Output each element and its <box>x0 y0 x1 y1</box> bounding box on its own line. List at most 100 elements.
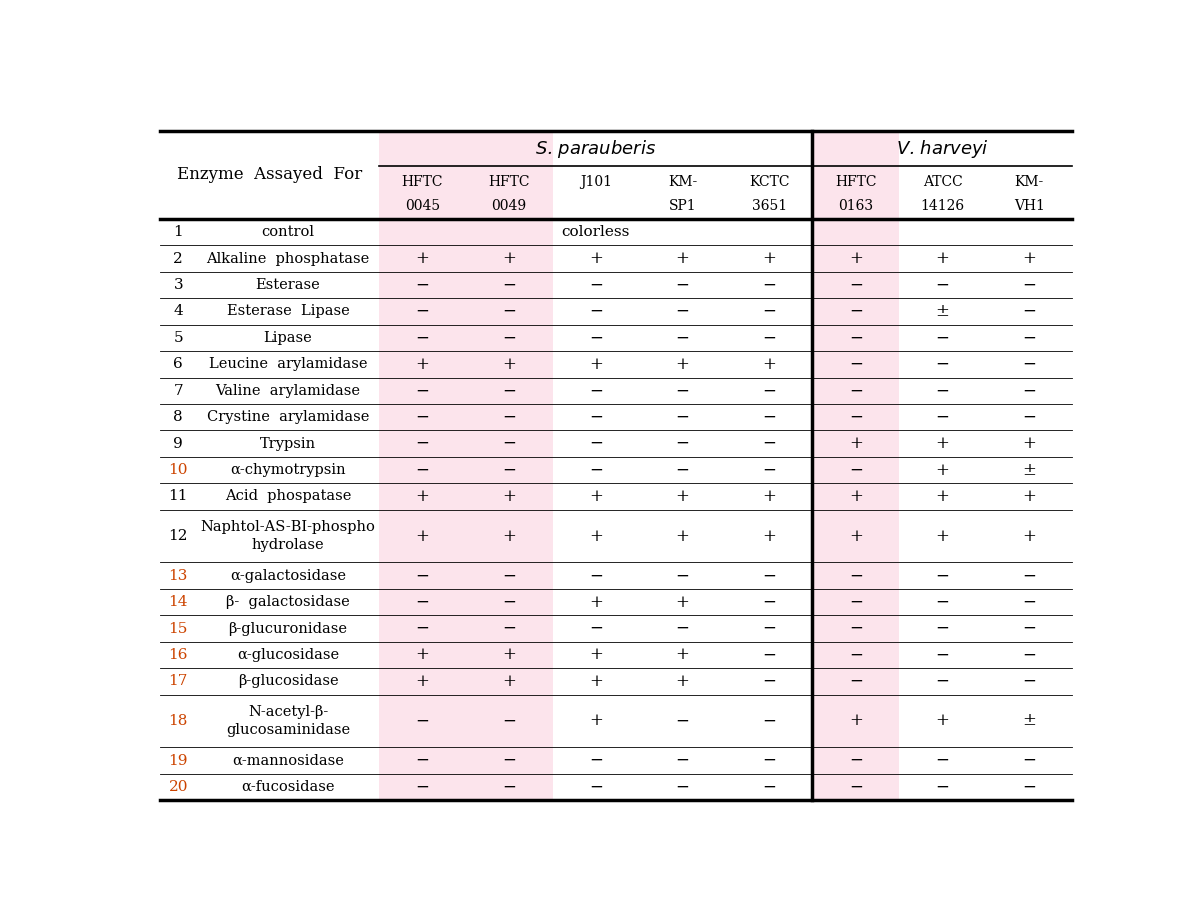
Text: −: − <box>935 646 950 663</box>
Text: −: − <box>676 329 690 347</box>
Text: +: + <box>589 713 602 729</box>
Text: +: + <box>935 435 950 452</box>
Text: VH1: VH1 <box>1013 199 1045 213</box>
Text: KM-: KM- <box>668 175 697 189</box>
Text: −: − <box>849 303 863 320</box>
Text: α-glucosidase: α-glucosidase <box>237 648 339 662</box>
Text: −: − <box>502 752 516 770</box>
Text: −: − <box>416 567 429 584</box>
Text: KCTC: KCTC <box>749 175 790 189</box>
Text: ±: ± <box>1022 461 1036 479</box>
Bar <box>466 131 553 801</box>
Text: +: + <box>676 594 690 610</box>
Text: +: + <box>935 528 950 544</box>
Text: +: + <box>416 356 429 372</box>
Text: −: − <box>502 594 516 610</box>
Text: −: − <box>849 382 863 399</box>
Bar <box>379 131 466 801</box>
Text: SP1: SP1 <box>668 199 696 213</box>
Text: −: − <box>762 713 776 729</box>
Text: 4: 4 <box>173 305 183 318</box>
Text: −: − <box>1022 382 1036 399</box>
Text: −: − <box>502 779 516 795</box>
Text: −: − <box>935 779 950 795</box>
Text: −: − <box>849 620 863 637</box>
Text: −: − <box>589 329 602 347</box>
Text: −: − <box>589 303 602 320</box>
Text: −: − <box>676 713 690 729</box>
Text: 13: 13 <box>168 569 188 583</box>
Text: +: + <box>849 713 863 729</box>
Text: +: + <box>1022 488 1036 505</box>
Text: 17: 17 <box>168 674 188 688</box>
Text: +: + <box>676 356 690 372</box>
Text: −: − <box>1022 673 1036 690</box>
Text: −: − <box>762 329 776 347</box>
Text: −: − <box>502 329 516 347</box>
Text: +: + <box>849 528 863 544</box>
Text: +: + <box>676 528 690 544</box>
Text: −: − <box>589 382 602 399</box>
Text: 7: 7 <box>173 383 183 398</box>
Text: 3651: 3651 <box>751 199 787 213</box>
Text: −: − <box>762 382 776 399</box>
Text: −: − <box>676 382 690 399</box>
Text: +: + <box>676 673 690 690</box>
Text: −: − <box>416 435 429 452</box>
Text: Enzyme  Assayed  For: Enzyme Assayed For <box>177 167 362 184</box>
Text: −: − <box>849 409 863 425</box>
Text: 1: 1 <box>173 225 183 239</box>
Text: +: + <box>935 488 950 505</box>
Text: −: − <box>416 276 429 294</box>
Text: −: − <box>676 461 690 479</box>
Text: Naphtol-AS-BI-phospho
hydrolase: Naphtol-AS-BI-phospho hydrolase <box>201 520 375 553</box>
Text: +: + <box>502 356 516 372</box>
Text: Leucine  arylamidase: Leucine arylamidase <box>209 358 368 371</box>
Text: 14126: 14126 <box>921 199 964 213</box>
Text: 6: 6 <box>173 358 183 371</box>
Text: Crystine  arylamidase: Crystine arylamidase <box>207 410 369 425</box>
Text: −: − <box>762 461 776 479</box>
Text: −: − <box>416 752 429 770</box>
Text: +: + <box>589 356 602 372</box>
Text: 11: 11 <box>168 490 188 503</box>
Text: −: − <box>589 752 602 770</box>
Text: −: − <box>416 303 429 320</box>
Text: −: − <box>676 620 690 637</box>
Text: control: control <box>262 225 315 239</box>
Text: 5: 5 <box>173 331 183 345</box>
Text: −: − <box>416 620 429 637</box>
Text: −: − <box>849 673 863 690</box>
Text: 10: 10 <box>168 463 188 477</box>
Text: −: − <box>676 303 690 320</box>
Text: Lipase: Lipase <box>263 331 313 345</box>
Text: 0049: 0049 <box>492 199 526 213</box>
Text: −: − <box>762 409 776 425</box>
Text: α-galactosidase: α-galactosidase <box>230 569 346 583</box>
Text: −: − <box>935 409 950 425</box>
Text: −: − <box>589 276 602 294</box>
Text: ±: ± <box>935 303 950 320</box>
Text: −: − <box>1022 594 1036 610</box>
Text: −: − <box>416 713 429 729</box>
Text: −: − <box>849 567 863 584</box>
Text: HFTC: HFTC <box>835 175 876 189</box>
Text: 9: 9 <box>173 436 183 450</box>
Text: −: − <box>676 779 690 795</box>
Text: +: + <box>502 250 516 267</box>
Text: +: + <box>589 528 602 544</box>
Text: −: − <box>589 567 602 584</box>
Text: −: − <box>676 567 690 584</box>
Text: −: − <box>762 752 776 770</box>
Text: 12: 12 <box>168 529 188 544</box>
Text: −: − <box>849 594 863 610</box>
Text: +: + <box>1022 250 1036 267</box>
Text: HFTC: HFTC <box>488 175 530 189</box>
Text: Esterase  Lipase: Esterase Lipase <box>227 305 350 318</box>
Text: −: − <box>762 567 776 584</box>
Text: +: + <box>502 673 516 690</box>
Text: β-glucosidase: β-glucosidase <box>238 674 339 688</box>
Text: +: + <box>935 461 950 479</box>
Text: −: − <box>849 461 863 479</box>
Text: −: − <box>416 461 429 479</box>
